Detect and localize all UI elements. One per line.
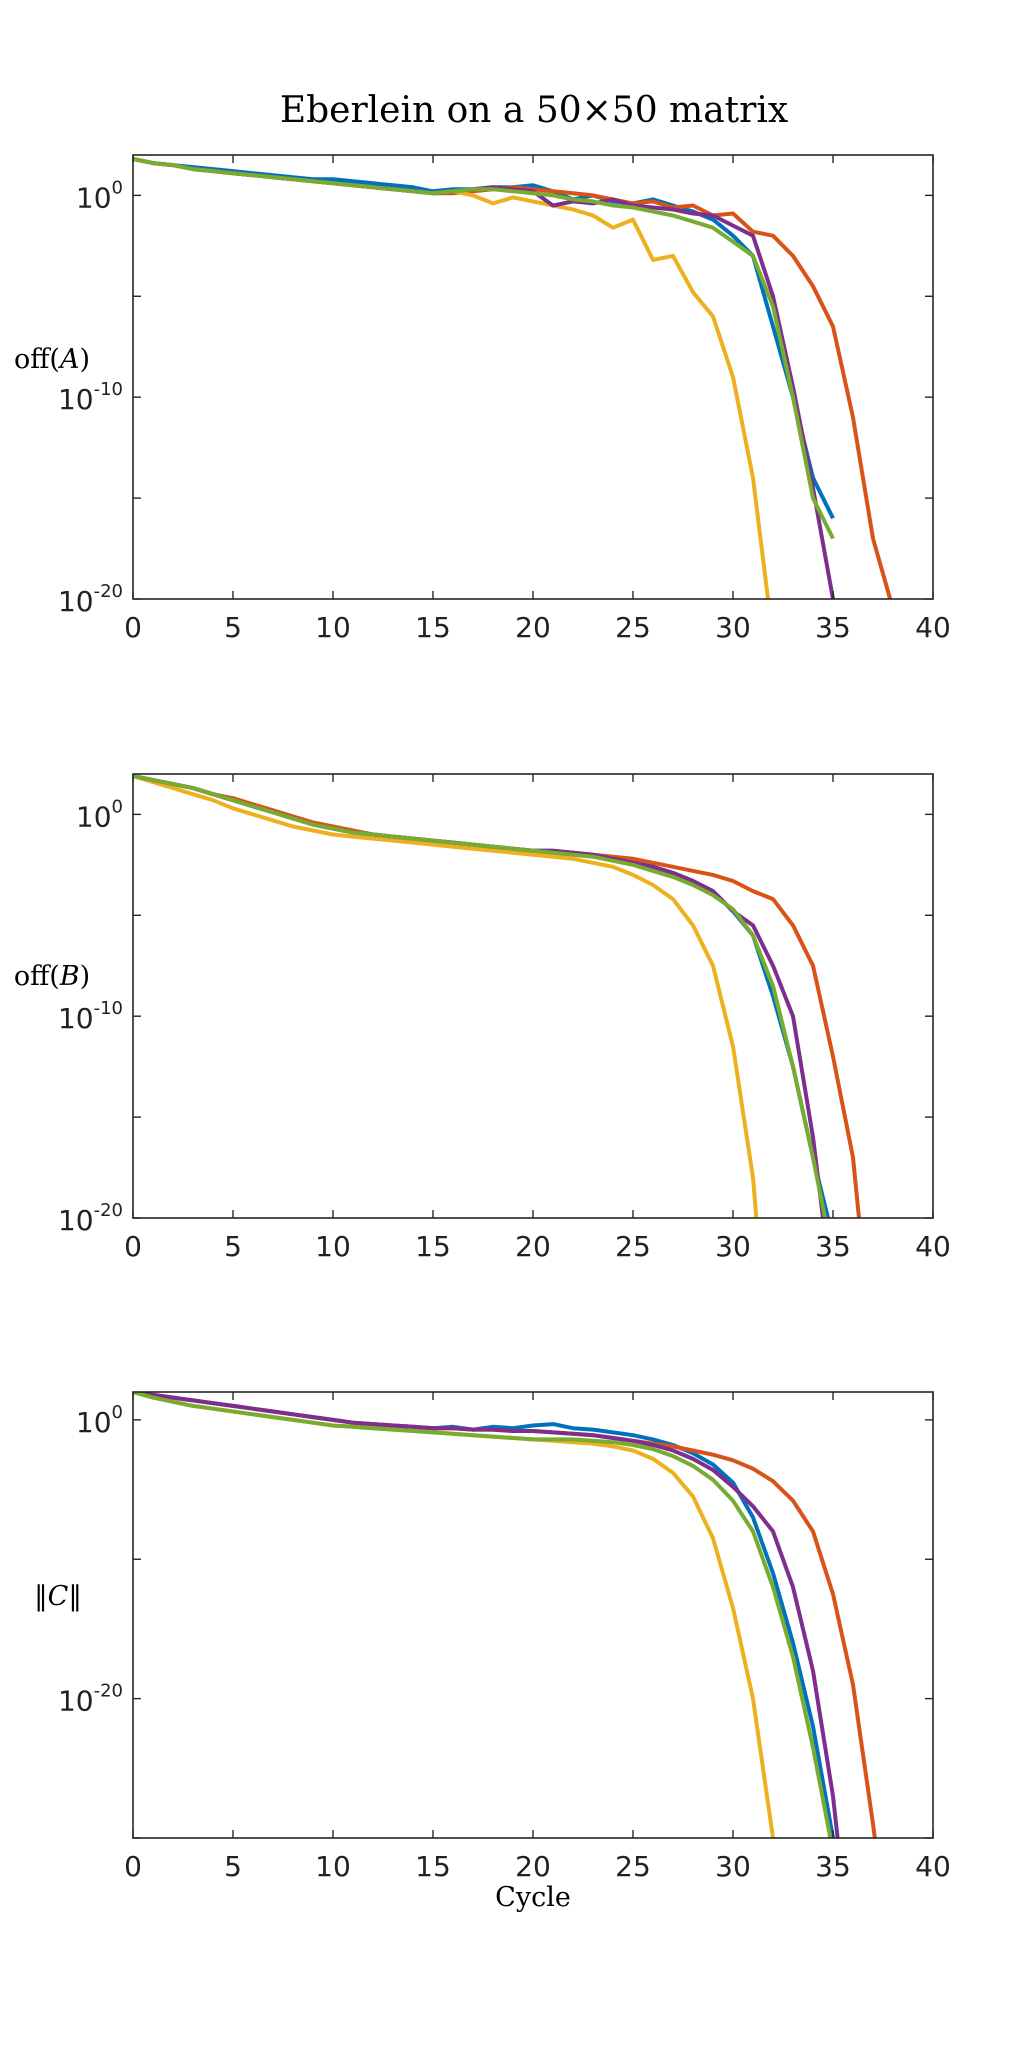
series-line-5	[133, 774, 828, 1218]
series-line-3	[133, 1392, 776, 1838]
series-line-5	[133, 157, 835, 540]
y-axis-label: off(B)	[14, 961, 90, 992]
x-tick-label: 30	[715, 611, 751, 644]
figure-title: Eberlein on a 50×50 matrix	[280, 90, 788, 131]
series-line-4	[133, 774, 826, 1218]
y-axis-label: ‖C‖	[34, 1581, 82, 1612]
x-tick-label: 25	[615, 1850, 651, 1883]
series-line-4	[133, 1392, 840, 1838]
x-tick-label: 0	[124, 1230, 142, 1263]
x-tick-label: 40	[915, 1850, 951, 1883]
x-tick-label: 0	[124, 611, 142, 644]
x-tick-label: 25	[615, 611, 651, 644]
x-tick-label: 40	[915, 1230, 951, 1263]
x-tick-label: 25	[615, 1230, 651, 1263]
series-line-3	[133, 157, 771, 599]
x-tick-label: 10	[315, 1850, 351, 1883]
x-tick-label: 15	[415, 1850, 451, 1883]
axes-frame	[132, 1391, 934, 1839]
subplot-off-a: 0 5 10 15 20 25 30 35 40 100 10-10 10-20 off(A)	[14, 154, 951, 644]
series-line-3	[133, 774, 759, 1218]
x-tick-label: 5	[224, 1230, 242, 1263]
y-tick-label: 100	[76, 177, 123, 214]
x-tick-label: 10	[315, 1230, 351, 1263]
y-tick-label: 10-20	[58, 581, 123, 618]
x-tick-label: 40	[915, 611, 951, 644]
y-tick-label: 10-10	[58, 379, 123, 416]
x-tick-label: 35	[815, 611, 851, 644]
x-tick-label: 30	[715, 1230, 751, 1263]
series-line-2	[133, 774, 862, 1218]
x-tick-label: 35	[815, 1850, 851, 1883]
x-tick-label: 35	[815, 1230, 851, 1263]
y-tick-label: 10-10	[58, 998, 123, 1035]
x-tick-label: 15	[415, 611, 451, 644]
x-axis-label: Cycle	[495, 1882, 571, 1913]
x-tick-label: 20	[515, 1850, 551, 1883]
y-tick-label: 10-20	[58, 1681, 123, 1718]
series-line-2	[133, 157, 893, 599]
x-tick-label: 30	[715, 1850, 751, 1883]
y-axis-label: off(A)	[14, 344, 90, 375]
x-tick-label: 20	[515, 611, 551, 644]
y-tick-label: 100	[76, 1402, 123, 1439]
series-line-5	[133, 1392, 833, 1838]
x-tick-label: 15	[415, 1230, 451, 1263]
x-tick-label: 5	[224, 611, 242, 644]
x-tick-label: 20	[515, 1230, 551, 1263]
y-tick-label: 10-20	[58, 1200, 123, 1237]
subplot-off-b: 0 5 10 15 20 25 30 35 40 100 10-10 10-20 off(B)	[14, 773, 951, 1263]
x-tick-label: 10	[315, 611, 351, 644]
y-tick-label: 100	[76, 796, 123, 833]
subplot-norm-c: 0 5 10 15 20 25 30 35 40 100 10-20 ‖C‖ Cycle	[34, 1391, 951, 1913]
x-tick-label: 5	[224, 1850, 242, 1883]
x-tick-label: 0	[124, 1850, 142, 1883]
axes-frame	[132, 154, 934, 600]
